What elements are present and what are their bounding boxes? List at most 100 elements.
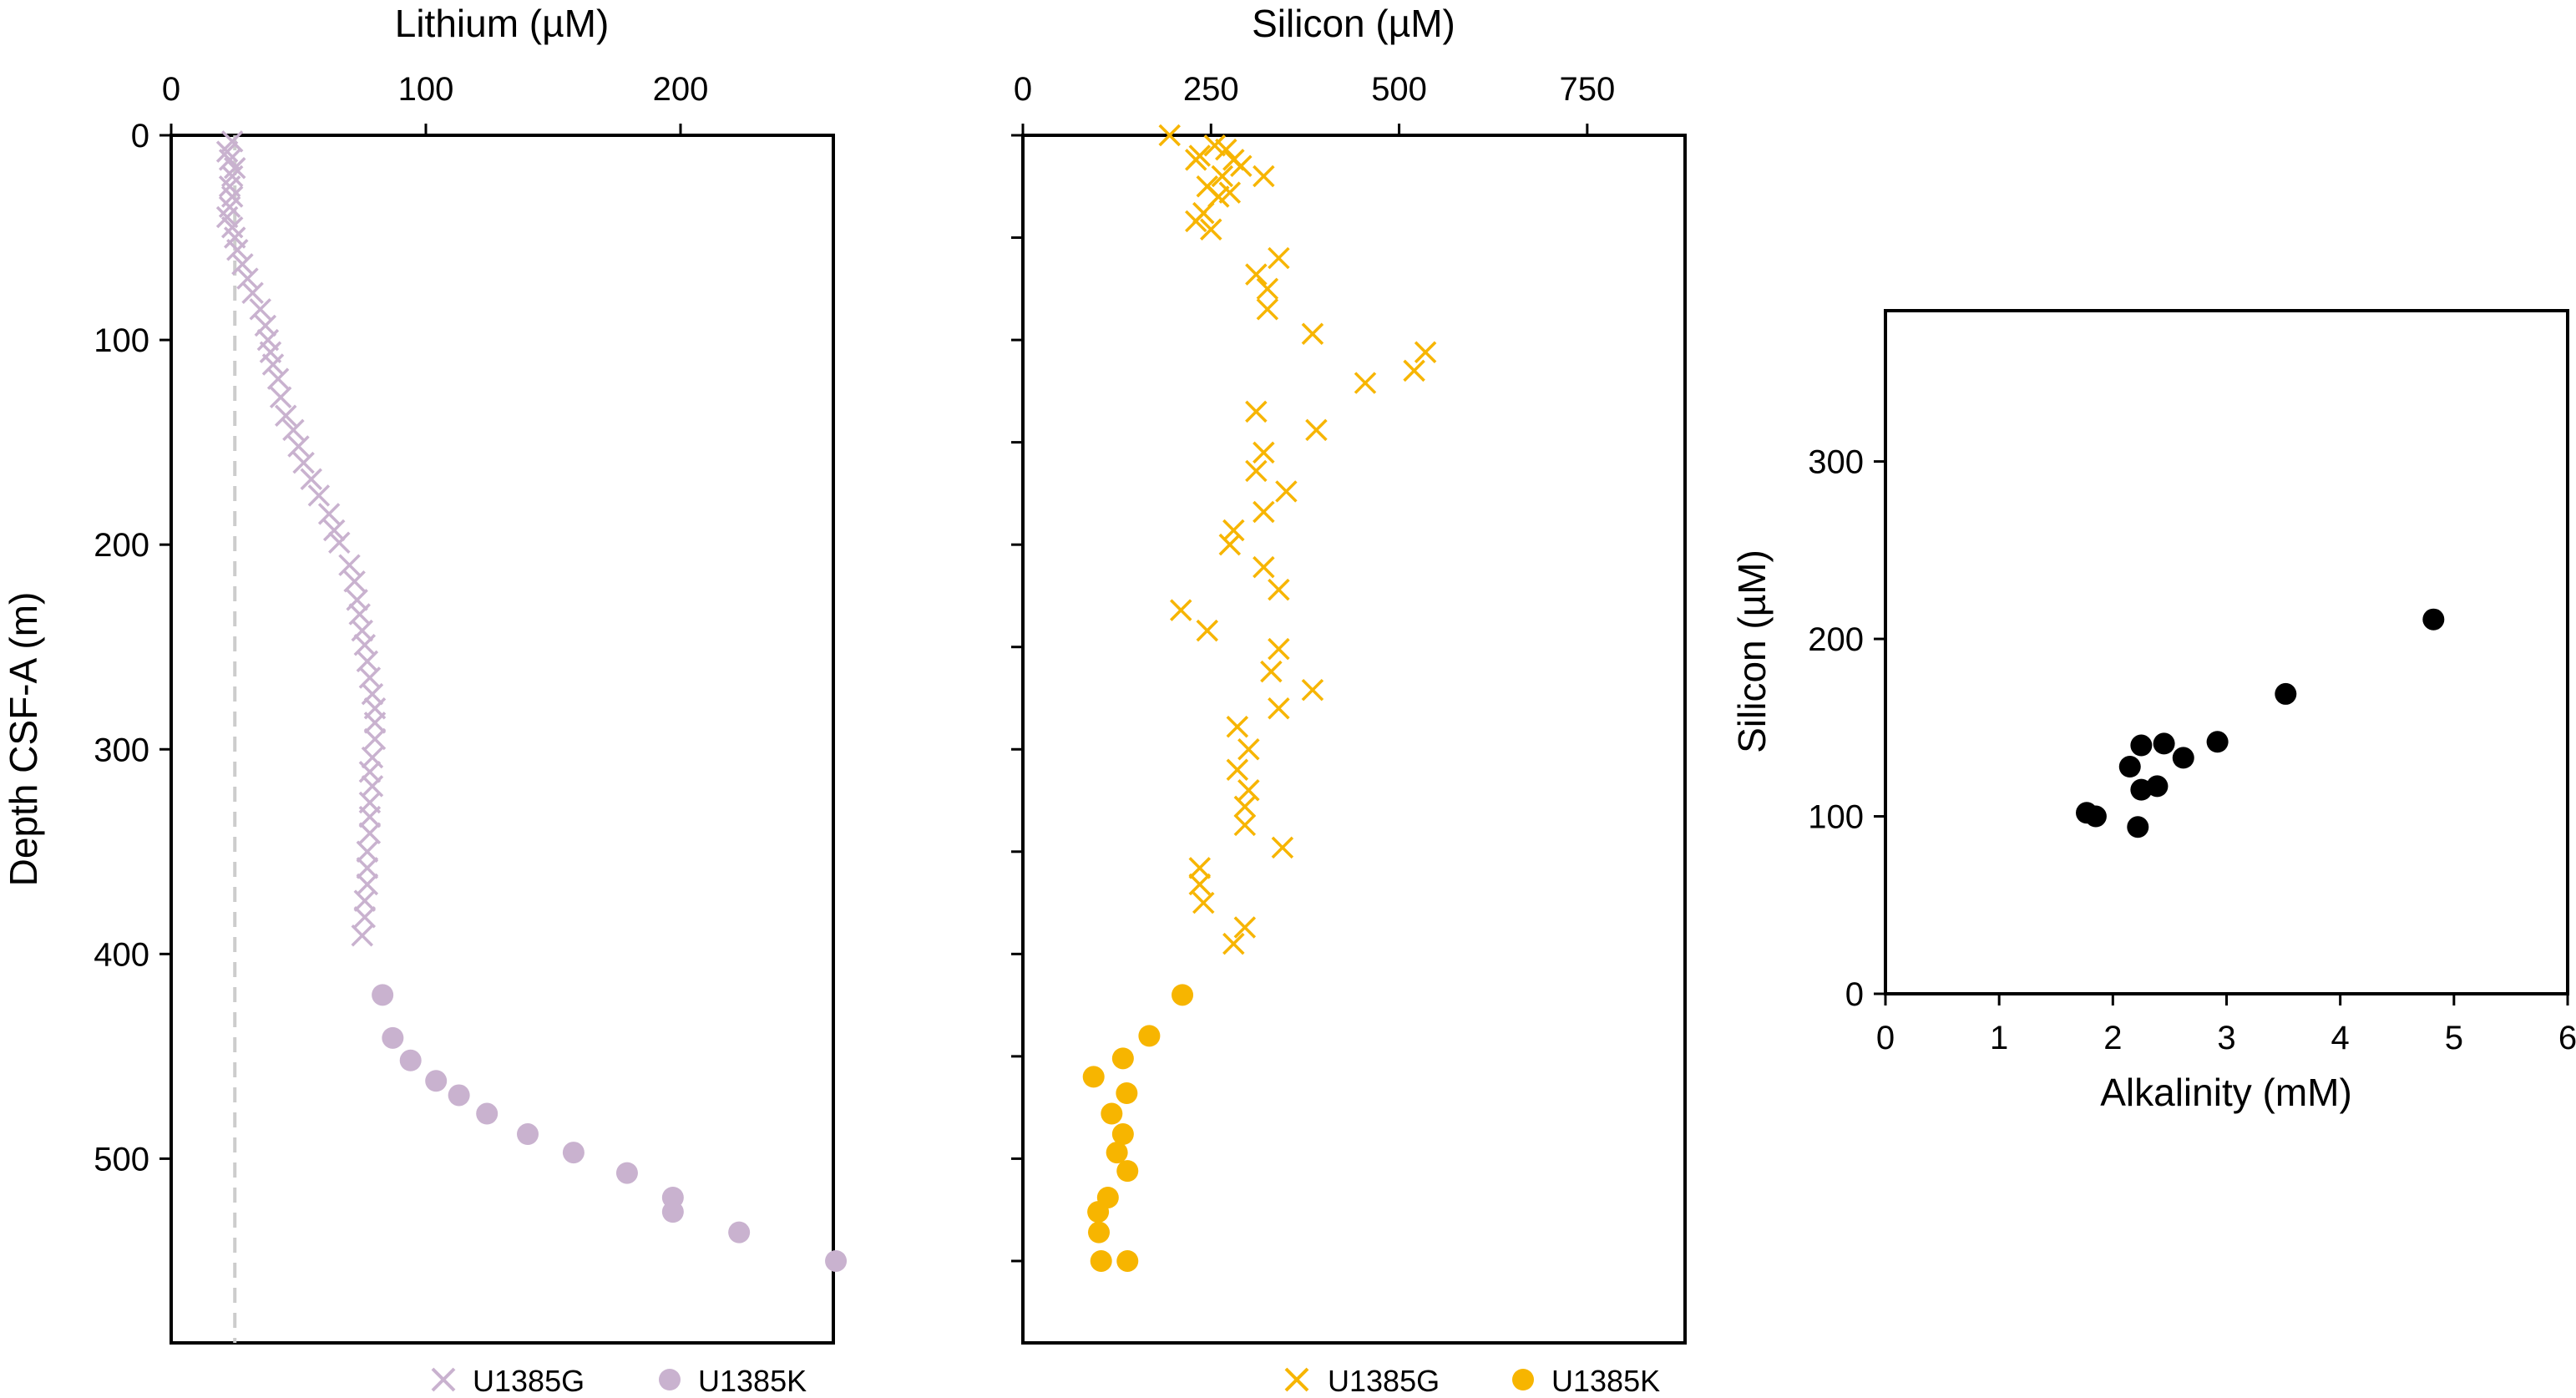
data-point-x-u1385g	[231, 253, 254, 276]
alkalinity-axis-ticks: 0 1 2 3 4 5 6 0 100 200 300	[1808, 444, 2576, 1056]
data-point-x-u1385g	[363, 712, 387, 734]
data-point-x-u1385g	[254, 314, 277, 337]
data-point-x-u1385g	[1268, 696, 1290, 720]
silicon-legend-u1385k-label: U1385K	[1551, 1364, 1660, 1398]
data-point-x-u1385g	[1233, 813, 1257, 837]
data-point-x-u1385g	[1226, 758, 1249, 782]
data-point-x-u1385g	[300, 468, 322, 490]
data-point-x-u1385g	[1222, 932, 1245, 955]
data-point-x-u1385g	[1245, 459, 1268, 483]
data-point-x-u1385g	[351, 924, 373, 947]
data-point-circle-u1385k	[448, 1084, 470, 1107]
x-tick-label: 5	[2445, 1020, 2463, 1056]
data-point-x-u1385g	[1185, 149, 1207, 171]
x-tick-label: 6	[2558, 1020, 2576, 1056]
y-tick-label: 0	[1845, 976, 1864, 1013]
data-point-x-u1385g	[307, 484, 331, 507]
y-tick-label: 100	[1808, 799, 1864, 836]
data-point-circle-u1385k	[615, 1162, 638, 1184]
data-point-x-u1385g	[1192, 891, 1215, 914]
x-tick-label: 0	[1876, 1020, 1895, 1056]
data-point-x-u1385g	[275, 404, 297, 428]
lithium-panel: 0 100 200 0 100 200 300 400 500 Lithium (µM) Dep…	[2, 2, 848, 1398]
data-point-circle-series	[2275, 682, 2297, 705]
data-point-x-u1385g	[361, 682, 384, 706]
lithium-legend-u1385k-marker	[659, 1369, 681, 1390]
data-point-x-u1385g	[1211, 165, 1234, 188]
data-point-x-u1385g	[287, 435, 310, 458]
x-tick-label: 100	[398, 71, 454, 108]
y-tick-label: 0	[131, 118, 149, 154]
data-point-x-u1385g	[266, 367, 290, 390]
data-point-circle-u1385k	[825, 1249, 848, 1272]
data-point-circle-u1385k	[1116, 1160, 1139, 1183]
data-point-x-u1385g	[1245, 400, 1268, 423]
data-point-x-u1385g	[224, 156, 246, 180]
y-tick-label: 400	[94, 936, 149, 973]
data-point-circle-u1385k	[476, 1102, 498, 1125]
alkalinity-x-axis-label: Alkalinity (mM)	[2100, 1071, 2352, 1114]
x-tick-label: 0	[1014, 71, 1032, 108]
lithium-legend: U1385G U1385K	[431, 1364, 807, 1398]
data-point-circle-series	[2206, 731, 2229, 753]
data-point-x-u1385g	[1237, 738, 1260, 761]
data-point-x-u1385g	[1414, 341, 1437, 364]
data-point-x-u1385g	[1230, 154, 1253, 178]
data-point-circle-u1385k	[1111, 1047, 1134, 1070]
data-point-x-u1385g	[356, 840, 379, 864]
data-point-circle-series	[2127, 816, 2149, 838]
data-point-circle-u1385k	[1116, 1249, 1139, 1272]
data-point-x-u1385g	[1185, 210, 1207, 233]
data-point-x-u1385g	[328, 531, 351, 554]
data-point-x-u1385g	[249, 298, 271, 321]
silicon-legend-u1385g-marker	[1284, 1367, 1309, 1392]
data-point-x-u1385g	[317, 503, 341, 525]
data-point-circle-series	[2130, 734, 2153, 757]
data-point-x-u1385g	[1233, 795, 1257, 818]
silicon-legend-u1385g-label: U1385G	[1328, 1364, 1440, 1398]
y-tick-label: 100	[94, 322, 149, 359]
data-point-x-u1385g	[1158, 124, 1181, 147]
data-point-x-u1385g	[358, 822, 382, 844]
data-point-x-u1385g	[236, 267, 259, 290]
data-point-circle-u1385k	[425, 1070, 448, 1092]
lithium-legend-u1385g-label: U1385G	[473, 1364, 585, 1398]
data-point-circle-series	[2153, 732, 2175, 755]
data-point-x-u1385g	[1188, 873, 1212, 896]
alkalinity-plot-frame	[1884, 309, 2569, 995]
alkalinity-y-axis-label: Silicon (µM)	[1730, 550, 1774, 753]
data-point-x-u1385g	[358, 760, 382, 783]
data-point-x-u1385g	[1268, 246, 1290, 270]
x-tick-label: 0	[162, 71, 180, 108]
x-tick-label: 4	[2331, 1020, 2350, 1056]
y-tick-label: 500	[94, 1141, 149, 1178]
data-point-x-u1385g	[1253, 441, 1275, 464]
silicon-data-marks	[1082, 124, 1437, 1272]
data-point-x-u1385g	[1200, 218, 1222, 241]
data-point-circle-u1385k	[517, 1123, 539, 1146]
depth-y-axis-label: Depth CSF-A (m)	[2, 592, 45, 887]
data-point-x-u1385g	[1256, 298, 1279, 321]
data-point-circle-series	[2084, 805, 2107, 828]
data-point-circle-u1385k	[1138, 1025, 1161, 1047]
data-point-x-u1385g	[338, 554, 361, 576]
data-point-x-u1385g	[1245, 263, 1268, 286]
silicon-alkalinity-panel: 0 1 2 3 4 5 6 0 100 200 300 Alkalinity (mM) Silico…	[1730, 309, 2576, 1114]
silicon-legend: U1385G U1385K	[1284, 1364, 1660, 1398]
data-point-x-u1385g	[1253, 555, 1275, 579]
data-point-circle-series	[2172, 747, 2194, 769]
data-point-circle-series	[2146, 775, 2169, 798]
data-point-x-u1385g	[226, 239, 249, 261]
data-point-x-u1385g	[1268, 637, 1290, 661]
x-tick-label: 3	[2217, 1020, 2235, 1056]
silicon-legend-u1385k-marker	[1512, 1369, 1534, 1390]
data-point-x-u1385g	[1253, 165, 1275, 188]
y-tick-label: 300	[94, 732, 149, 768]
data-point-x-u1385g	[1188, 857, 1212, 879]
data-point-circle-u1385k	[1172, 984, 1194, 1006]
alkalinity-data-marks	[2076, 608, 2445, 838]
data-point-x-u1385g	[1354, 372, 1377, 394]
data-point-x-u1385g	[358, 805, 382, 828]
data-point-x-u1385g	[1275, 480, 1298, 503]
